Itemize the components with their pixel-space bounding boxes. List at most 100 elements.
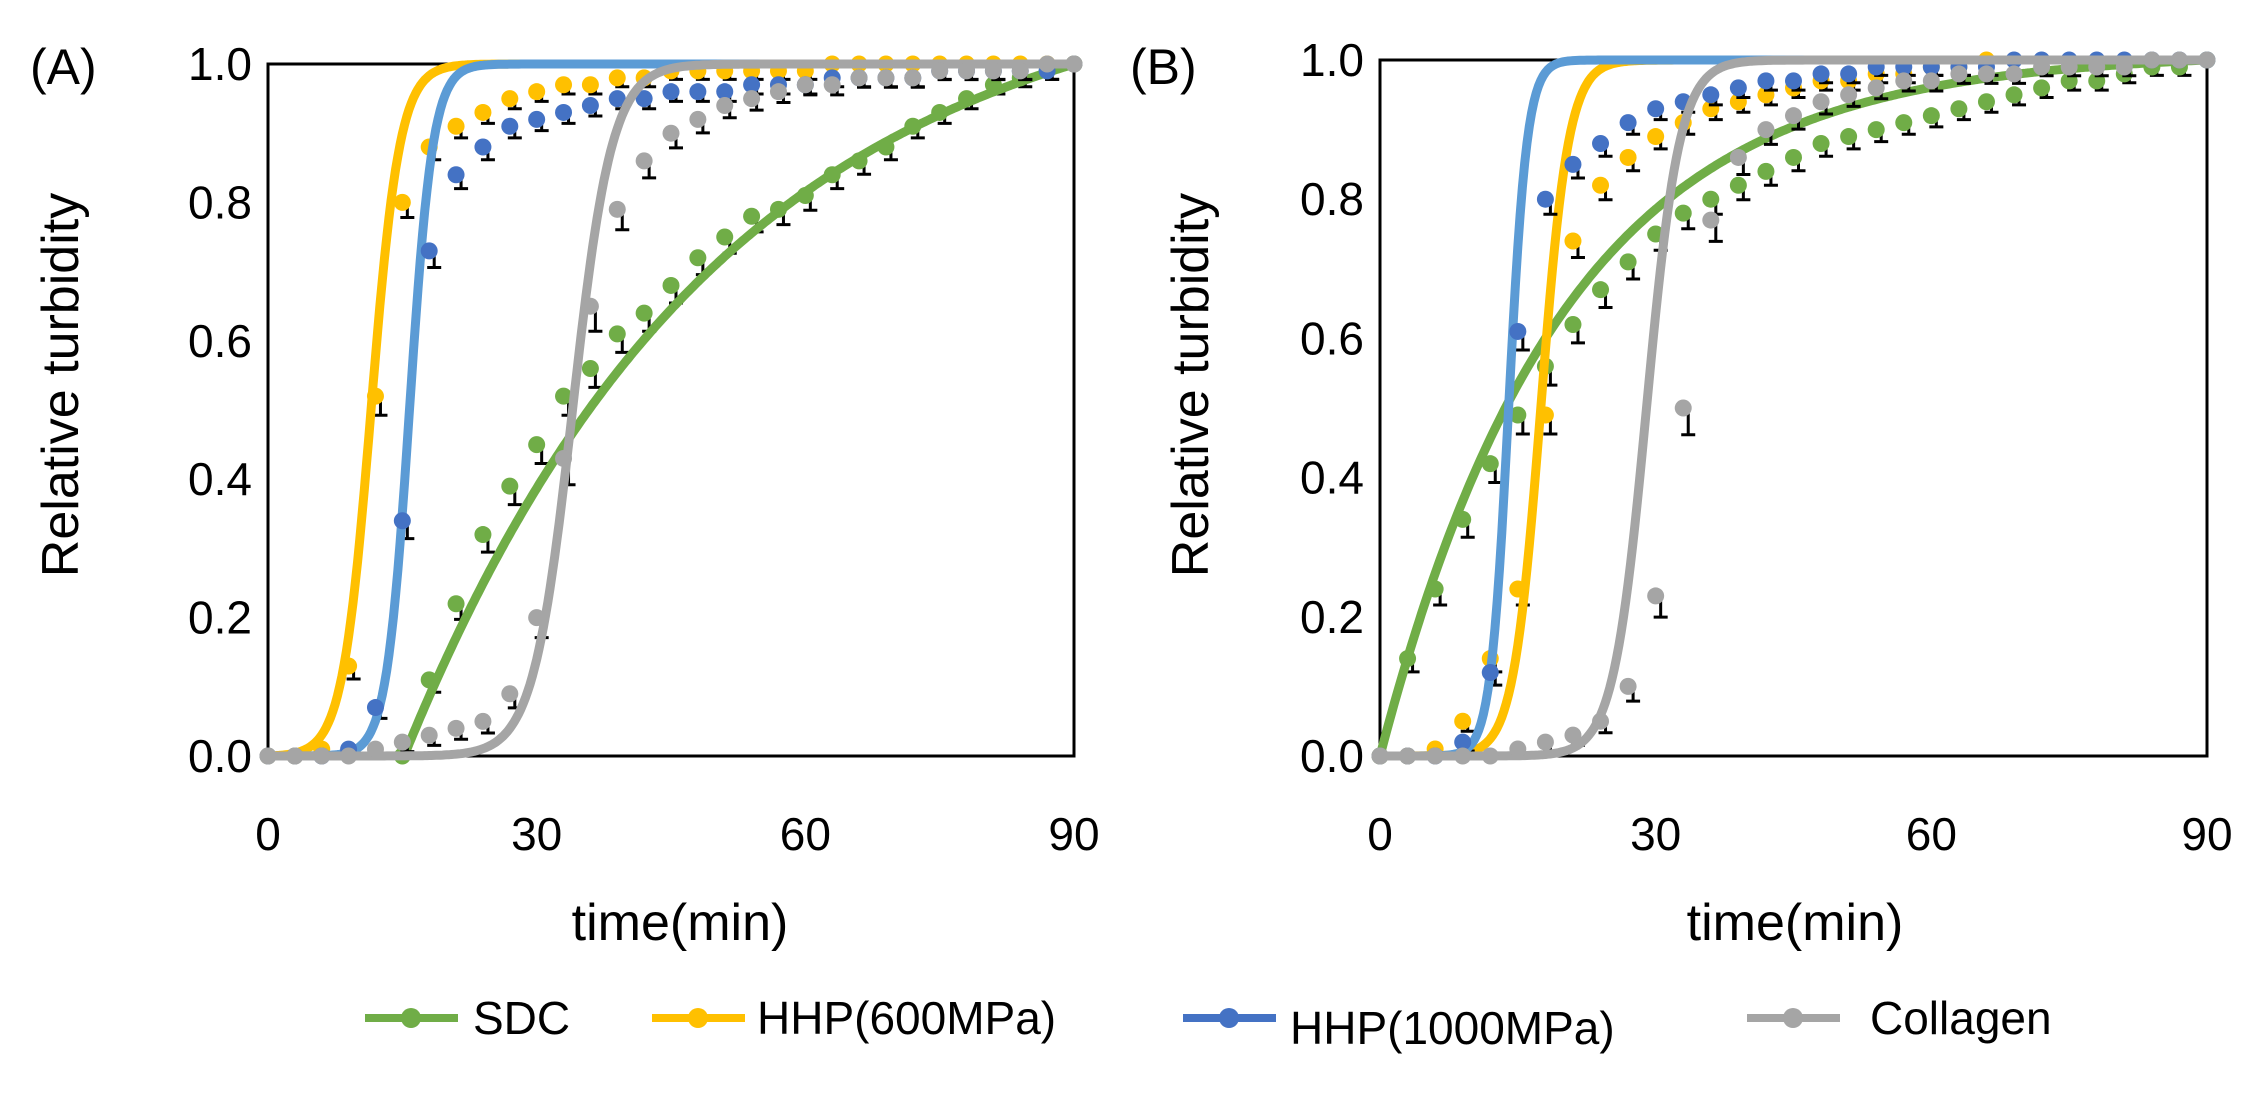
data-point: [608, 200, 626, 218]
data-point: [474, 138, 492, 156]
data-point: [931, 103, 949, 121]
legend-label-collagen: Collagen: [1870, 992, 2052, 1044]
data-point: [528, 609, 546, 627]
data-point: [1065, 55, 1083, 73]
data-point: [1922, 107, 1940, 125]
x-axis-title-a: time(min): [572, 894, 789, 952]
data-point: [1619, 114, 1637, 132]
data-point: [1785, 148, 1802, 166]
data-point: [823, 166, 841, 184]
data-point: [474, 526, 492, 544]
series-collagen-a: [259, 55, 1083, 765]
x-tick-label-a: 90: [1048, 808, 1099, 860]
data-point: [1674, 204, 1692, 222]
x-tick-label-b: 60: [1906, 808, 1957, 860]
data-point: [716, 97, 734, 115]
data-point: [1454, 712, 1472, 730]
y-tick-label-b: 0.8: [1300, 173, 1364, 225]
y-tick-label-b: 1.0: [1300, 34, 1364, 86]
legend-item-hhp1000: HHP(1000MPa): [1183, 1002, 1615, 1054]
legend-marker-hhp600: [688, 1008, 708, 1028]
data-point: [1867, 121, 1885, 139]
data-point: [1840, 86, 1858, 104]
data-point: [877, 69, 895, 87]
data-point: [743, 76, 761, 94]
data-point: [501, 477, 519, 495]
data-point: [1812, 65, 1830, 83]
data-point: [1647, 587, 1665, 605]
data-point: [447, 166, 465, 184]
legend: SDC HHP(600MPa) HHP(1000MPa) Collagen: [365, 992, 2052, 1054]
data-point: [1564, 315, 1582, 333]
data-point: [1536, 733, 1554, 751]
data-point: [501, 90, 519, 108]
y-axis-title-b: Relative turbidity: [1162, 193, 1220, 577]
series-collagen-b: [1371, 51, 2216, 765]
data-point: [1399, 650, 1417, 668]
data-point: [1481, 663, 1499, 681]
data-point: [1564, 232, 1582, 250]
data-point: [1619, 148, 1637, 166]
data-point: [2088, 58, 2106, 76]
data-point: [1729, 148, 1747, 166]
data-point: [2198, 51, 2216, 69]
data-point: [393, 193, 411, 211]
panel-label-b: (B): [1130, 39, 1197, 95]
data-point: [1509, 580, 1527, 598]
data-point: [340, 657, 358, 675]
x-tick-label-a: 0: [255, 808, 281, 860]
data-point: [581, 76, 599, 94]
data-point: [555, 103, 573, 121]
data-point: [340, 747, 358, 765]
y-tick-label-a: 0.4: [188, 453, 252, 505]
data-point: [635, 152, 653, 170]
data-point: [2115, 58, 2133, 76]
data-point: [1757, 162, 1775, 180]
data-point: [1757, 121, 1775, 139]
x-tick-label-b: 90: [2181, 808, 2232, 860]
data-point: [1840, 65, 1858, 83]
x-tick-label-a: 30: [511, 808, 562, 860]
y-axis-title-a: Relative turbidity: [32, 193, 90, 577]
data-point: [662, 124, 680, 142]
y-tick-label-b: 0.0: [1300, 730, 1364, 782]
data-point: [1454, 733, 1472, 751]
data-point: [447, 117, 465, 135]
data-point: [2033, 79, 2051, 97]
data-point: [2170, 51, 2188, 69]
data-point: [1454, 510, 1472, 528]
data-point: [769, 200, 787, 218]
data-point: [555, 387, 573, 405]
data-point: [1812, 135, 1830, 153]
data-point: [501, 117, 519, 135]
data-point: [420, 671, 438, 689]
data-point: [958, 90, 976, 108]
data-point: [420, 242, 438, 260]
data-point: [1371, 747, 1389, 765]
y-tick-label-a: 0.2: [188, 592, 252, 644]
data-point: [931, 62, 949, 80]
x-tick-label-b: 30: [1630, 808, 1681, 860]
data-point: [555, 76, 573, 94]
data-point: [689, 110, 707, 128]
legend-item-collagen: Collagen: [1747, 992, 2052, 1044]
legend-label-sdc: SDC: [473, 992, 570, 1044]
y-tick-label-a: 1.0: [188, 38, 252, 90]
legend-label-hhp600: HHP(600MPa): [757, 992, 1056, 1044]
data-point: [1619, 253, 1637, 271]
x-tick-label-a: 60: [780, 808, 831, 860]
data-point: [1977, 65, 1995, 83]
data-point: [1038, 55, 1056, 73]
data-point: [1785, 72, 1802, 90]
y-tick-label-b: 0.2: [1300, 591, 1364, 643]
data-point: [1592, 712, 1610, 730]
data-point: [2005, 86, 2023, 104]
data-point: [313, 747, 331, 765]
legend-marker-sdc: [401, 1008, 421, 1028]
data-point: [1011, 62, 1029, 80]
panel-b: (B) Relative turbidity time(min) 0.0 0.2 0…: [1130, 34, 2233, 952]
data-point: [581, 359, 599, 377]
